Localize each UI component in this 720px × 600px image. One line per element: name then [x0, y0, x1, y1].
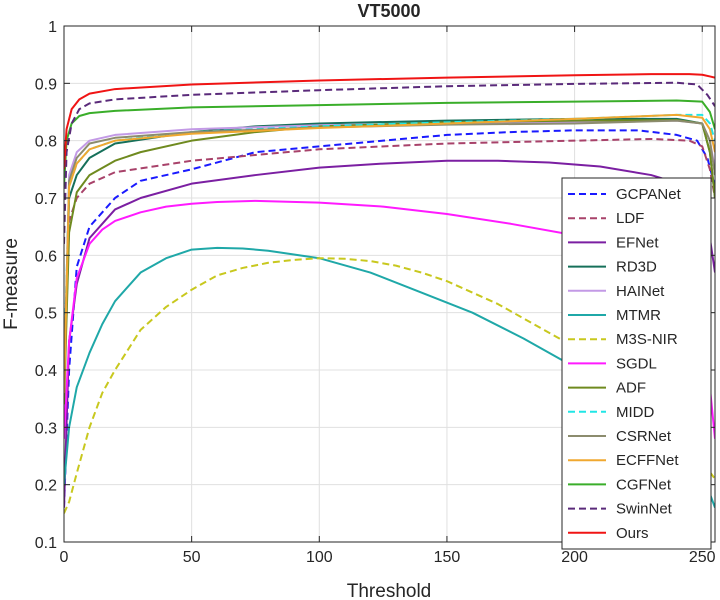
- x-tick-label: 100: [306, 549, 333, 566]
- x-tick-label: 250: [689, 549, 716, 566]
- legend-label: MTMR: [616, 307, 661, 324]
- series-line-ours: [64, 73, 715, 170]
- series-layer: [64, 73, 715, 514]
- legend-label: CSRNet: [616, 428, 672, 445]
- legend: GCPANet LDF EFNet RD3D HAINet MTMR M3S-NIR SGDL…: [561, 177, 712, 550]
- series-line-ecffnet: [64, 113, 715, 393]
- chart-title: VT5000: [357, 1, 420, 21]
- y-tick-label: 0.4: [35, 363, 57, 380]
- plot-frame: [63, 25, 716, 543]
- legend-label: SGDL: [616, 355, 657, 372]
- y-tick-label: 0.3: [35, 420, 57, 437]
- legend-label: RD3D: [616, 259, 657, 276]
- legend-label: MIDD: [616, 404, 654, 421]
- y-tick-label: 0.9: [35, 76, 57, 93]
- y-tick-label: 1: [48, 19, 57, 36]
- y-tick-label: 0.1: [35, 535, 57, 552]
- series-line-swinnet: [64, 81, 715, 244]
- x-tick-label: 200: [561, 549, 588, 566]
- series-line-ldf: [64, 137, 715, 399]
- legend-label: LDF: [616, 210, 644, 227]
- y-tick-label: 0.5: [35, 306, 57, 323]
- legend-label: SwinNet: [616, 501, 673, 518]
- axis-ticks: 0 50 100 150 200 250 0.1 0.2 0.3 0.4 0.5 0.6 0.7 0.8 0…: [35, 19, 716, 566]
- y-tick-label: 0.7: [35, 191, 57, 208]
- series-line-gcpanet: [64, 129, 715, 508]
- legend-label: EFNet: [616, 234, 659, 251]
- x-tick-label: 150: [434, 549, 461, 566]
- y-tick-label: 0.6: [35, 248, 57, 265]
- legend-label: ADF: [616, 380, 646, 397]
- legend-label: GCPANet: [616, 186, 682, 203]
- y-tick-label: 0.2: [35, 478, 57, 495]
- legend-label: HAINet: [616, 283, 665, 300]
- legend-label: CGFNet: [616, 476, 672, 493]
- series-line-midd: [64, 113, 715, 371]
- x-tick-label: 50: [183, 549, 201, 566]
- legend-label: M3S-NIR: [616, 331, 678, 348]
- legend-label: Ours: [616, 525, 649, 542]
- legend-label: ECFFNet: [616, 452, 679, 469]
- x-axis-label: Threshold: [347, 581, 432, 600]
- x-tick-label: 0: [60, 549, 69, 566]
- y-tick-label: 0.8: [35, 134, 57, 151]
- y-axis-label: F-measure: [1, 238, 22, 330]
